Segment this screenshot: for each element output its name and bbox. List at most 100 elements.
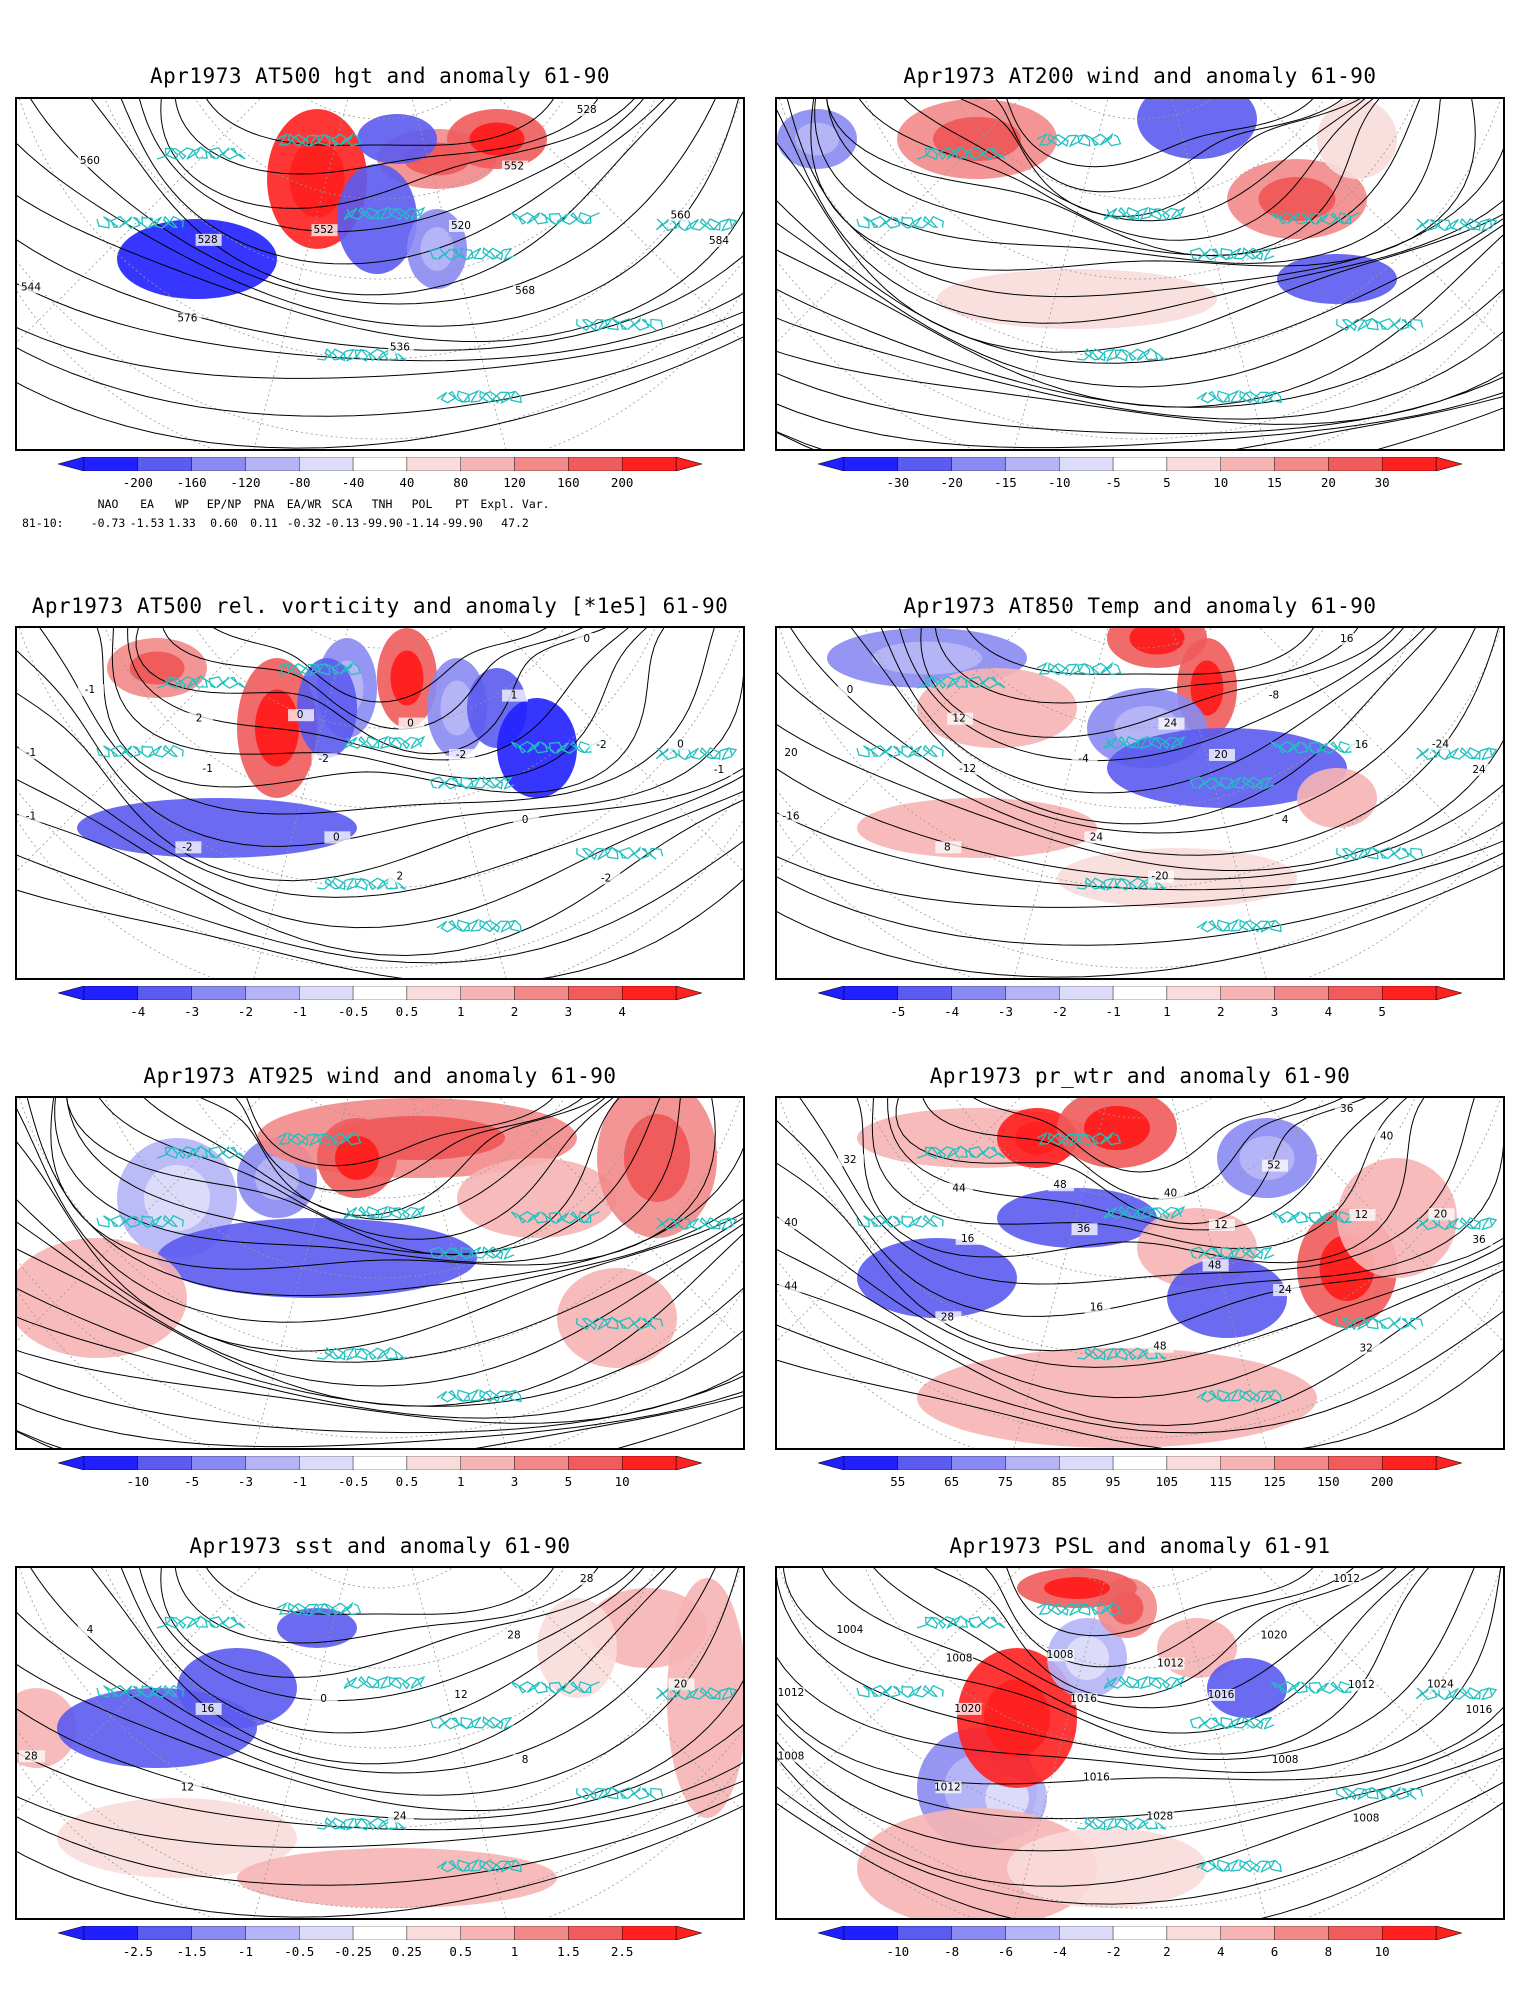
colorbar-tick-label: 120 [503, 475, 526, 490]
contour-label: 1012 [778, 1687, 805, 1699]
colorbar-tick-label: 3 [510, 1474, 519, 1489]
anomaly-region [1007, 1828, 1207, 1908]
teleconnection-value: -1.53 [129, 516, 165, 530]
contour-label-bg [1147, 1340, 1174, 1353]
panel-sst: Apr1973 sst and anomaly 61-90 28 12 16 20 24… [0, 1530, 760, 1970]
contour-label-bg [668, 209, 695, 222]
colorbar-tick-label: -10 [1047, 475, 1071, 490]
anomaly-region [997, 1188, 1157, 1248]
contour-label: 528 [577, 104, 597, 116]
contour-label-bg [1084, 1771, 1111, 1784]
contour-label-bg [195, 1702, 222, 1715]
contour-label-bg [574, 104, 601, 116]
contour-label-bg [1071, 1693, 1098, 1706]
colorbar-tick-label: -5 [184, 1474, 200, 1489]
contour-label-bg [1071, 753, 1098, 766]
anomaly-core [1044, 1577, 1110, 1599]
contour-label-bg [574, 1573, 601, 1585]
hemisphere-rim [777, 1290, 1503, 1448]
colorbar-strip [818, 986, 1462, 1000]
anomaly-core [289, 140, 345, 218]
contour-label-bg [707, 234, 733, 247]
contour-label-bg [1208, 1688, 1235, 1701]
colorbar-tick-label: -2.5 [122, 1944, 153, 1959]
map-canvas: 36 12 16 20 48 44 52 36 32 24 28 36 40 44 12 16 40 32 48 40… [777, 1098, 1503, 1448]
contour-lines [777, 1568, 1503, 1918]
anomaly-region [357, 114, 437, 164]
contour-label: 4 [87, 1624, 94, 1636]
contour-label: 16 [961, 1233, 975, 1245]
contour-label-bg [955, 1702, 982, 1715]
contour-label: 568 [515, 285, 535, 297]
map-wind925 [15, 1096, 745, 1450]
contour-label: 24 [1090, 831, 1104, 843]
contour-label: 28 [580, 1573, 593, 1585]
map-prwtr: 36 12 16 20 48 44 52 36 32 24 28 36 40 44 12 16 40 32 48 40… [775, 1096, 1505, 1450]
teleconnection-header: WP [175, 497, 189, 511]
panel-title: Apr1973 PSL and anomaly 61-91 [949, 1534, 1331, 1558]
contour-label: 48 [1208, 1259, 1221, 1271]
anomaly-region [17, 1688, 77, 1768]
contour-label: 1016 [1083, 1771, 1110, 1783]
anomaly-region [1317, 99, 1397, 179]
colorbar-labels: -10 -8 -6 -4 -2 2 4 6 8 10 [818, 1944, 1462, 1962]
anomaly-region [537, 1598, 617, 1698]
contour-label: 0 [320, 1693, 327, 1705]
colorbar-tick-label: -0.5 [338, 1004, 369, 1019]
contour-lines [17, 628, 743, 978]
anomaly-region [1207, 1658, 1287, 1718]
hemisphere-rim [777, 291, 1503, 449]
colorbar-tick-label: 0.5 [449, 1944, 473, 1959]
anomaly-core [933, 117, 1021, 161]
contour-label: 536 [390, 342, 410, 354]
contour-label: 40 [784, 1217, 797, 1229]
coastlines [856, 1131, 1498, 1404]
panel-title: Apr1973 AT925 wind and anomaly 61-90 [143, 1064, 617, 1088]
contour-label: 28 [941, 1311, 954, 1323]
teleconnection-value: -99.90 [361, 516, 403, 530]
colorbar-tick-label: -8 [944, 1944, 960, 1959]
contour-label-bg [513, 285, 540, 298]
contour-label-bg [594, 872, 621, 885]
colorbar-tick-label: 5 [1163, 475, 1171, 490]
contour-label: 16 [1355, 739, 1369, 751]
contour-label: 2 [397, 871, 404, 883]
colorbar-tick-label: -5 [890, 1004, 906, 1019]
teleconnection-values: 81-10: -0.73 -1.53 1.33 0.60 0.11 -0.32 -0.13 -9… [0, 516, 760, 532]
contour-lines [777, 1098, 1503, 1448]
colorbar-tick-label: 1 [456, 1004, 465, 1019]
contour-label-bg [1354, 1342, 1381, 1355]
contour-label-bg [311, 224, 338, 237]
map-hgt500: 528 520 528 560 536 544 552 552 560 568 576 584 [15, 97, 745, 451]
contour-label: 1020 [1261, 1630, 1288, 1642]
contour-label-bg [837, 1624, 864, 1637]
contour-label: 20 [1434, 1208, 1447, 1220]
colorbar-tick-label: -3 [184, 1004, 200, 1019]
colorbar-tick-label: -5 [1105, 475, 1121, 490]
contour-label-group: 0 -2 -1 0 2 -1 1 -2 -1 0 -2 -1 0 2 -2 0 -1 -2 0 [19, 633, 733, 885]
contour-label: 20 [784, 747, 797, 759]
contour-label: 0 [847, 684, 854, 696]
contour-label: 12 [454, 1689, 467, 1701]
hemisphere-rim [17, 1760, 743, 1918]
contour-label-bg [195, 233, 222, 246]
contour-label-bg [779, 747, 805, 760]
map-sst: 28 12 16 20 24 28 28 0 4 8 12 [15, 1566, 745, 1920]
contour-lines [17, 1568, 743, 1918]
contour-label-bg [947, 1652, 974, 1665]
contour-label-bg [1208, 1218, 1235, 1231]
contour-label-bg [1158, 717, 1185, 730]
contour-label-bg [1467, 763, 1493, 776]
contour-label-bg [387, 870, 414, 883]
contour-label: 0 [522, 814, 529, 826]
contour-label: -16 [782, 810, 799, 822]
contour-label-bg [501, 689, 528, 702]
colorbar-tick-label: -15 [994, 475, 1017, 490]
teleconnection-header: EA/WR [286, 497, 322, 511]
colorbar-vort500: -4 -3 -2 -1 -0.5 0.5 1 2 3 4 [58, 986, 702, 1024]
colorbar-labels: 55 65 75 85 95 105 115 125 150 200 [818, 1474, 1462, 1492]
contour-label-bg [1273, 814, 1300, 827]
contour-label-bg [589, 738, 616, 751]
colorbar-tick-label: -1 [291, 1474, 307, 1489]
contour-label-bg [779, 1280, 805, 1293]
